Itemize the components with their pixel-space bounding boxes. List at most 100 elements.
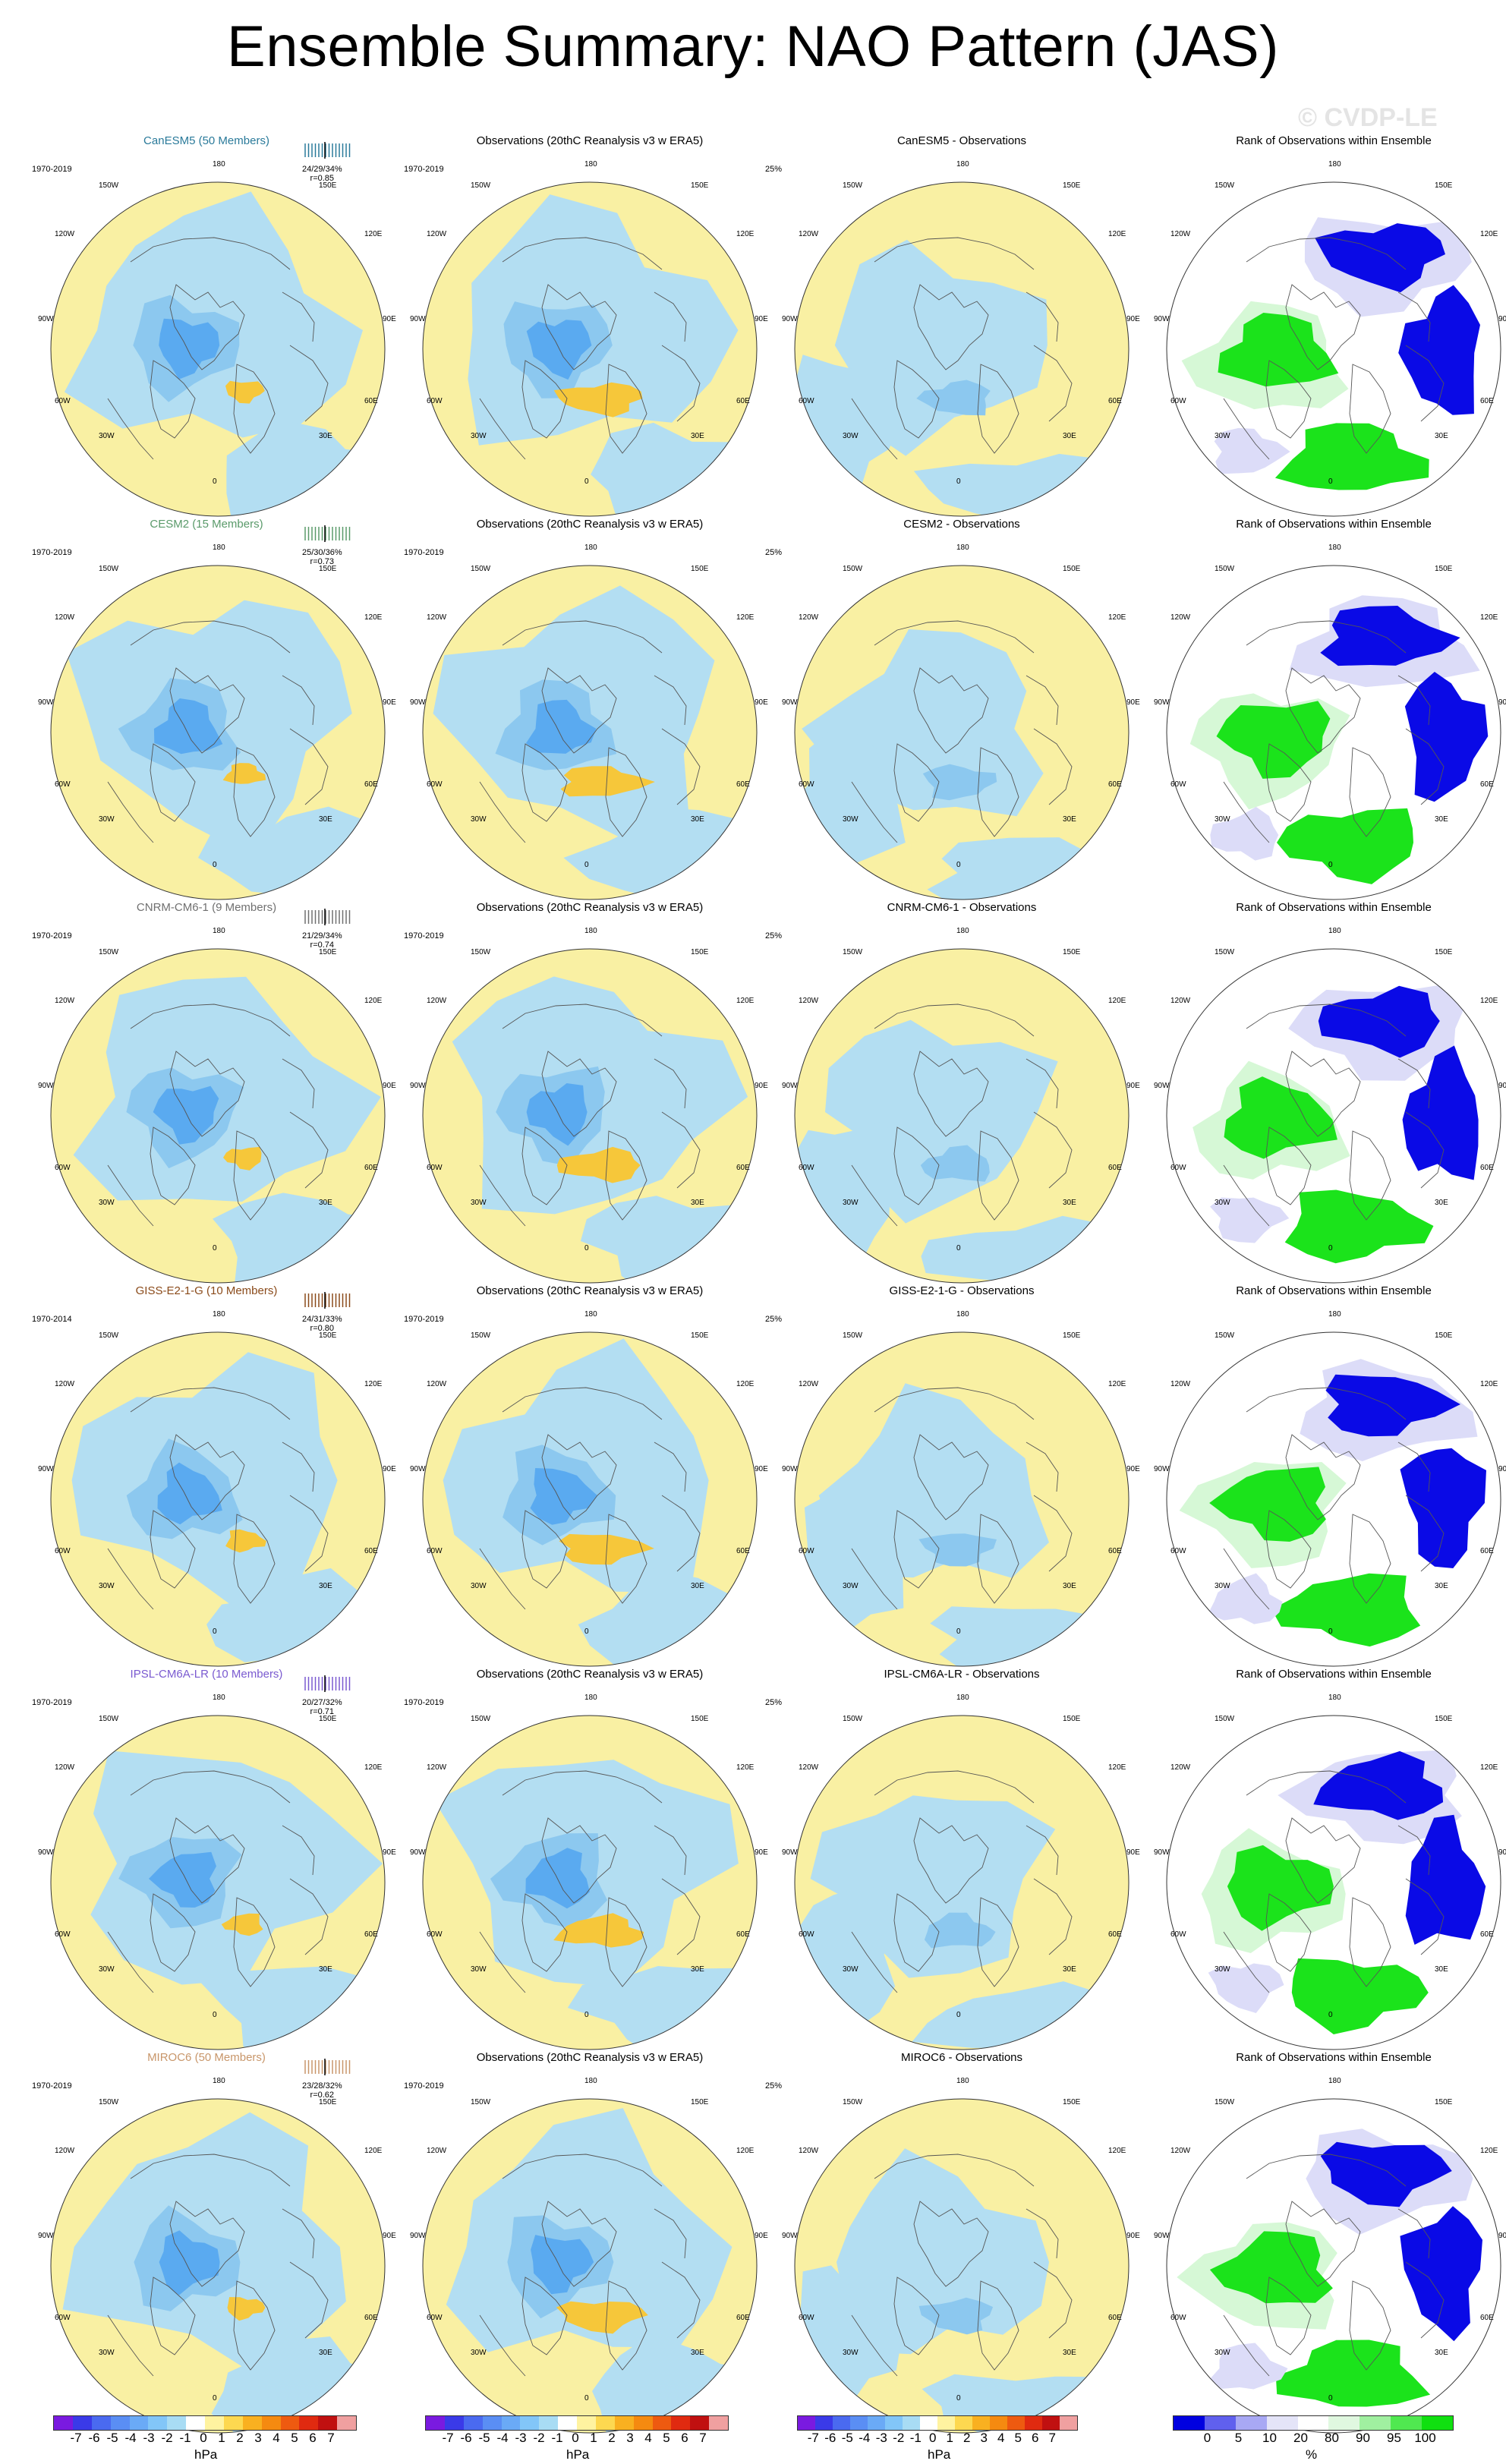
longitude-label: 90E — [383, 2232, 396, 2240]
longitude-label: 0 — [213, 2011, 217, 2019]
colorbar-cell — [558, 2416, 577, 2430]
longitude-label: 60E — [1108, 2314, 1122, 2322]
longitude-label: 150W — [1215, 2098, 1235, 2106]
longitude-label: 120E — [736, 1380, 755, 1388]
model-title: IPSL-CM6A-LR (10 Members) — [130, 1668, 283, 1681]
longitude-label: 120W — [799, 1763, 819, 1772]
colorbar-cell — [1060, 2416, 1077, 2430]
longitude-label: 90E — [1126, 1465, 1140, 1473]
longitude-label: 30E — [691, 1965, 704, 1974]
longitude-label: 120W — [55, 1763, 75, 1772]
colorbar-tick-label: -2 — [533, 2431, 545, 2445]
colorbar-cell — [72, 2416, 92, 2430]
colorbar-cell — [614, 2416, 634, 2430]
longitude-label: 60W — [799, 397, 814, 405]
polar-map — [1155, 2087, 1506, 2448]
longitude-label: 0 — [584, 477, 589, 486]
colorbar-cell — [1328, 2416, 1360, 2430]
colorbar-cells — [53, 2415, 357, 2431]
panel-diff-row-1: CanESM5 - Observations 180 150E 120E 90E 60E 3… — [782, 134, 1140, 517]
rank-colorbar-labels: 0 5 10 20 80 90 95 100 — [1192, 2431, 1441, 2446]
panel-obs-row-4: Observations (20thC Reanalysis v3 w ERA5… — [404, 1284, 782, 1667]
polar-map — [39, 554, 396, 915]
longitude-label: 90W — [782, 2232, 798, 2240]
polar-map — [783, 171, 1140, 531]
colorbar-tick-label: -2 — [161, 2431, 173, 2445]
longitude-label: 60W — [1170, 1547, 1186, 1555]
longitude-label: 150E — [691, 1331, 709, 1340]
panel-model-row-2: CESM2 (15 Members) 180 150E 120E 90E 60E 30E 0 3… — [32, 518, 396, 900]
longitude-label: 90W — [782, 698, 798, 707]
longitude-label: 150W — [1215, 1715, 1235, 1723]
longitude-label: 30W — [843, 815, 859, 824]
colorbar-tick-label: -4 — [124, 2431, 137, 2445]
longitude-label: 150W — [1215, 565, 1235, 573]
hpa-colorbar-labels-2: -7 -6 -5 -4 -3 -2 -1 0 1 2 3 4 5 6 7 — [439, 2431, 712, 2446]
panel-rank-row-6: Rank of Observations within Ensemble 180 1… — [1154, 2051, 1506, 2434]
colorbar-tick-label: 6 — [681, 2431, 688, 2445]
colorbar-cell — [709, 2416, 728, 2430]
longitude-label: 60W — [427, 1164, 443, 1172]
longitude-label: 60W — [1170, 1930, 1186, 1939]
longitude-label: 120E — [736, 2147, 755, 2155]
colorbar-cell — [1422, 2416, 1454, 2430]
longitude-label: 60E — [736, 397, 750, 405]
polar-map — [411, 2087, 768, 2448]
longitude-label: 30W — [1215, 432, 1230, 440]
longitude-label: 120W — [427, 613, 447, 622]
longitude-label: 90E — [1498, 2232, 1506, 2240]
panel-diff-row-2: CESM2 - Observations 180 150E 120E 90E 60E 30E… — [782, 518, 1140, 900]
longitude-label: 120E — [364, 997, 383, 1005]
longitude-label: 30W — [471, 815, 487, 824]
longitude-label: 150W — [843, 948, 863, 956]
polar-map — [39, 937, 396, 1298]
longitude-label: 120W — [427, 230, 447, 238]
longitude-label: 150W — [99, 1715, 119, 1723]
longitude-label: 60W — [1170, 2314, 1186, 2322]
colorbar-tick-label: 2 — [608, 2431, 616, 2445]
polar-map — [39, 1321, 396, 1681]
polar-map — [39, 2087, 396, 2448]
panel-obs-row-1: Observations (20thC Reanalysis v3 w ERA5… — [404, 134, 782, 517]
longitude-label: 60E — [1108, 1164, 1122, 1172]
colorbar-cell — [205, 2416, 224, 2430]
longitude-label: 120E — [1480, 2147, 1498, 2155]
pattern-correlation: r=0.71 — [310, 1707, 335, 1716]
longitude-label: 0 — [1328, 477, 1333, 486]
colorbar-tick-label: 90 — [1356, 2431, 1370, 2445]
panel-obs-row-3: Observations (20thC Reanalysis v3 w ERA5… — [404, 901, 782, 1284]
longitude-label: 0 — [584, 1244, 589, 1252]
colorbar-cell — [520, 2416, 540, 2430]
longitude-label: 90W — [38, 1848, 54, 1857]
colorbar-cell — [186, 2416, 205, 2430]
longitude-label: 30E — [1435, 1965, 1448, 1974]
longitude-label: 60W — [427, 1930, 443, 1939]
longitude-label: 120W — [1170, 230, 1191, 238]
longitude-label: 120E — [1480, 1380, 1498, 1388]
longitude-label: 30W — [843, 1965, 859, 1974]
colorbar-tick-label: 5 — [663, 2431, 670, 2445]
colorbar-tick-label: -4 — [496, 2431, 509, 2445]
panel-rank-row-4: Rank of Observations within Ensemble 180 1… — [1154, 1284, 1506, 1667]
longitude-label: 90E — [383, 1082, 396, 1090]
longitude-label: 60E — [736, 1547, 750, 1555]
longitude-label: 90E — [1498, 698, 1506, 707]
longitude-label: 60E — [1108, 1547, 1122, 1555]
model-title: CESM2 (15 Members) — [150, 518, 263, 531]
longitude-label: 60W — [427, 2314, 443, 2322]
longitude-label: 120W — [427, 1380, 447, 1388]
colorbar-tick-label: 5 — [1014, 2431, 1022, 2445]
hpa-colorbar-labels-1: -7 -6 -5 -4 -3 -2 -1 0 1 2 3 4 5 6 7 — [67, 2431, 340, 2446]
longitude-label: 180 — [213, 544, 225, 552]
colorbar-cell — [595, 2416, 615, 2430]
longitude-label: 90E — [1126, 2232, 1140, 2240]
hpa-unit-3: hPa — [928, 2447, 951, 2462]
longitude-label: 60W — [799, 1547, 814, 1555]
colorbar-cell — [1204, 2416, 1236, 2430]
longitude-label: 150E — [1063, 181, 1081, 190]
longitude-label: 150E — [319, 1331, 337, 1340]
percent-label: 25% — [764, 1315, 782, 1324]
longitude-label: 150E — [1435, 1331, 1453, 1340]
period-label: 1970-2019 — [32, 1698, 72, 1707]
